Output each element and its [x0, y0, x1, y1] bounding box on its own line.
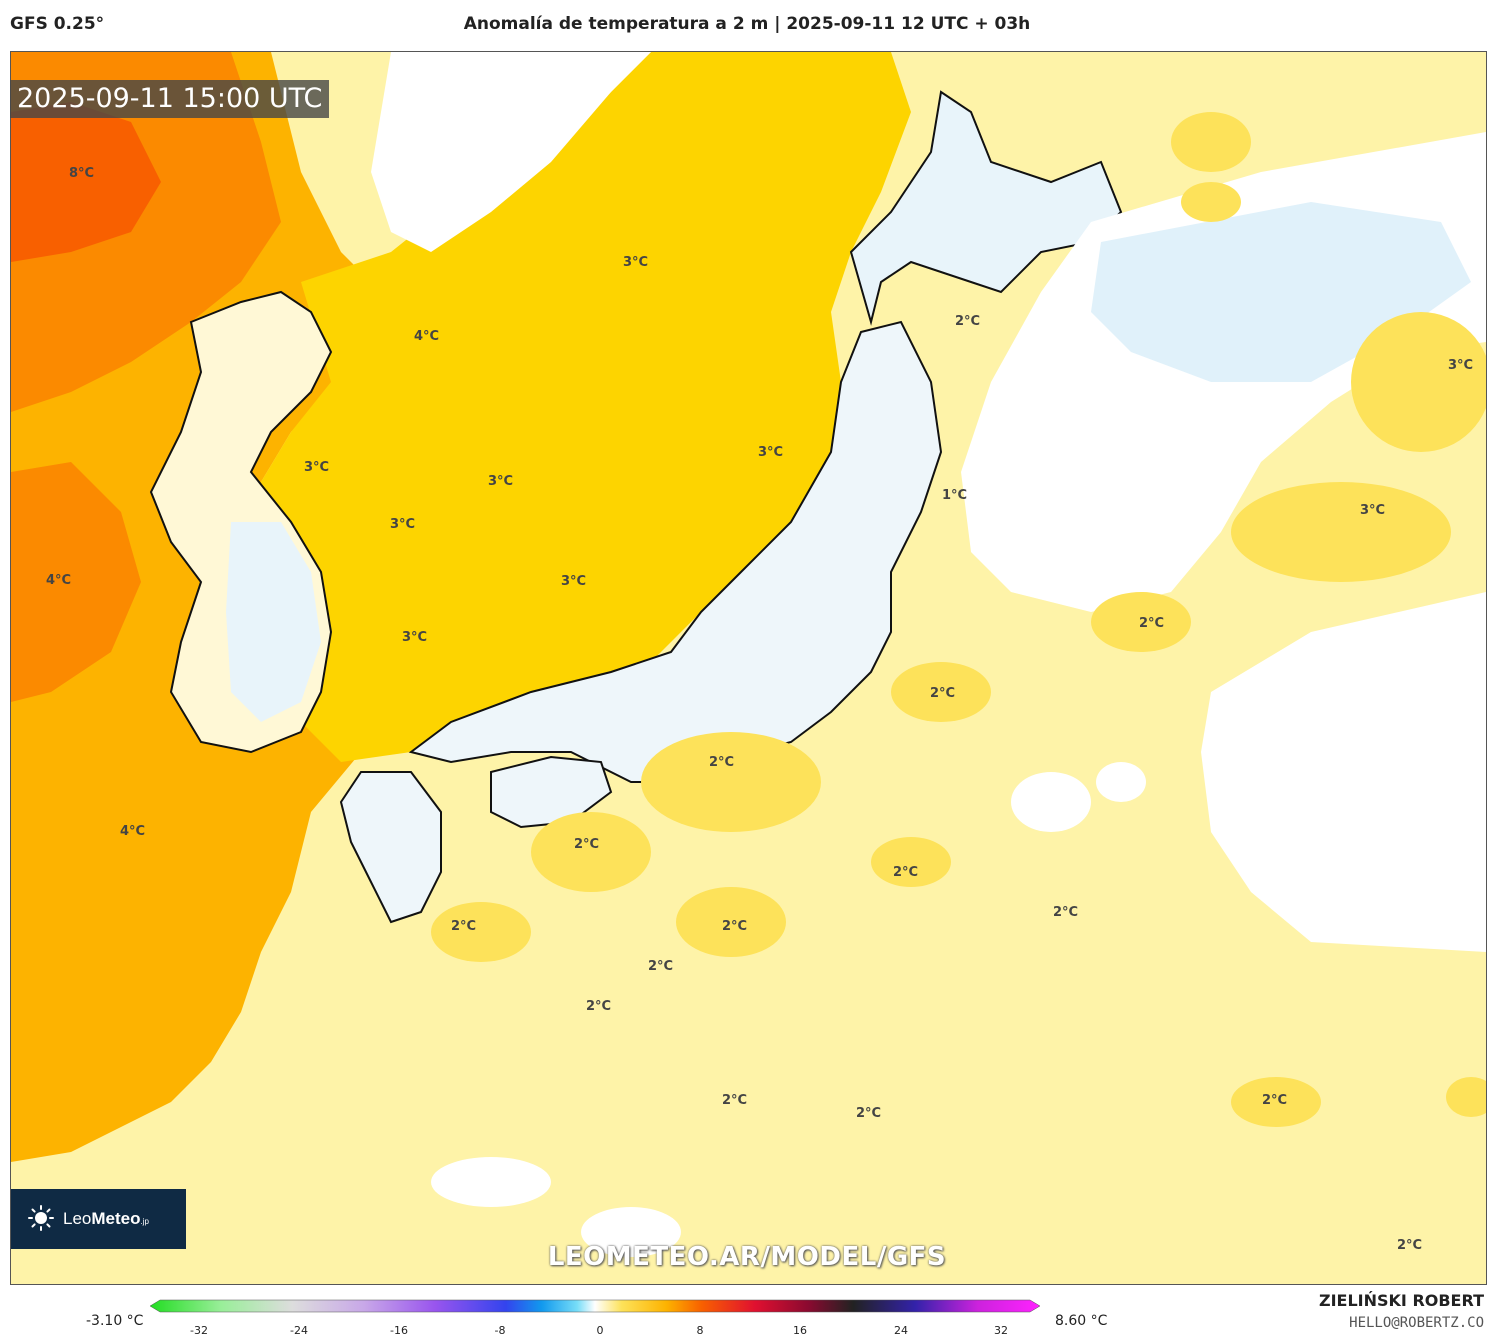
colorbar: -32 -24 -16 -8 0 8 16 24 32	[150, 1299, 1041, 1337]
map-label: 3°C	[402, 630, 427, 645]
map-label: 2°C	[930, 686, 955, 701]
model-name: GFS 0.25°	[10, 14, 105, 34]
anom-zone-6-8-b	[11, 462, 141, 702]
map-label: 3°C	[304, 460, 329, 475]
map-label: 2°C	[722, 919, 747, 934]
map-label: 8°C	[69, 166, 94, 181]
map-label: 2°C	[574, 837, 599, 852]
colorbar-tick: 0	[597, 1324, 604, 1337]
map-label: 2°C	[893, 865, 918, 880]
sun-icon	[28, 1205, 54, 1231]
map-label: 4°C	[120, 824, 145, 839]
anom-patch-2-3	[1351, 312, 1486, 452]
colorbar-tick: 32	[994, 1324, 1008, 1337]
anom-zone-0-1-north	[371, 52, 651, 252]
anom-patch-0-1	[1011, 772, 1091, 832]
anom-patch-0-1	[581, 1207, 681, 1257]
anom-patch-2-3	[676, 887, 786, 957]
anomaly-map[interactable]: 8°C 3°C 4°C 2°C 3°C 3°C 3°C 3°C 1°C 3°C …	[10, 51, 1487, 1285]
map-label: 2°C	[586, 999, 611, 1014]
map-label: 3°C	[623, 255, 648, 270]
land-korea-cold	[226, 522, 321, 722]
leometeo-logo: LeoMeteo.jp	[11, 1189, 186, 1249]
anom-patch-2-3	[431, 902, 531, 962]
map-label: 2°C	[1053, 905, 1078, 920]
map-label: 3°C	[1448, 358, 1473, 373]
site-watermark: LEOMETEO.AR/MODEL/GFS	[547, 1242, 947, 1272]
map-label: 4°C	[414, 329, 439, 344]
colorbar-tick: -32	[190, 1324, 208, 1337]
colorbar-tick: 24	[894, 1324, 908, 1337]
anom-patch-2-3	[1231, 482, 1451, 582]
valid-time-badge: 2025-09-11 15:00 UTC	[10, 80, 330, 118]
map-label: 2°C	[955, 314, 980, 329]
colorbar-min-label: -3.10 °C	[86, 1313, 144, 1329]
anom-patch-2-3	[531, 812, 651, 892]
map-label: 3°C	[488, 474, 513, 489]
author-credit: ZIELIŃSKI ROBERT	[1318, 1291, 1484, 1310]
map-label: 2°C	[1397, 1238, 1422, 1253]
anom-patch-2-3	[641, 732, 821, 832]
anom-patch-2-3	[1181, 182, 1241, 222]
land-hokkaido	[849, 90, 1123, 326]
map-label: 2°C	[722, 1093, 747, 1108]
map-label: 3°C	[390, 517, 415, 532]
colorbar-max-label: 8.60 °C	[1055, 1313, 1108, 1329]
anom-zone-0-1-east	[1201, 592, 1486, 952]
map-label: 2°C	[648, 959, 673, 974]
colorbar-tick: -16	[390, 1324, 408, 1337]
map-label: 3°C	[1360, 503, 1385, 518]
anom-patch-2-3	[1171, 112, 1251, 172]
colorbar-ramp	[150, 1299, 1041, 1313]
anom-patch-0-1	[1096, 762, 1146, 802]
map-canvas: 8°C 3°C 4°C 2°C 3°C 3°C 3°C 3°C 1°C 3°C …	[11, 52, 1486, 1284]
map-label: 1°C	[942, 488, 967, 503]
anom-patch-0-1	[431, 1157, 551, 1207]
map-label: 3°C	[561, 574, 586, 589]
land-kyushu	[339, 771, 442, 924]
author-email[interactable]: HELLO@ROBERTZ.CO	[1349, 1315, 1484, 1331]
map-label: 2°C	[1262, 1093, 1287, 1108]
logo-text: LeoMeteo.jp	[63, 1209, 149, 1228]
map-label: 3°C	[758, 445, 783, 460]
chart-title: Anomalía de temperatura a 2 m | 2025-09-…	[463, 14, 1031, 34]
anom-patch-2-3	[871, 837, 951, 887]
map-label: 4°C	[46, 573, 71, 588]
anom-zone-8-10	[11, 102, 161, 262]
anom-patch-2-3	[1446, 1077, 1486, 1117]
colorbar-tick: -8	[495, 1324, 506, 1337]
land-shikoku	[490, 755, 613, 829]
colorbar-tick: 8	[697, 1324, 704, 1337]
anom-patch-2-3	[1231, 1077, 1321, 1127]
map-label: 2°C	[451, 919, 476, 934]
anom-patch-2-3	[1091, 592, 1191, 652]
colorbar-tick: -24	[290, 1324, 308, 1337]
map-label: 2°C	[856, 1106, 881, 1121]
map-label: 2°C	[1139, 616, 1164, 631]
map-label: 2°C	[709, 755, 734, 770]
anom-patch-2-3	[891, 662, 991, 722]
colorbar-tick: 16	[793, 1324, 807, 1337]
